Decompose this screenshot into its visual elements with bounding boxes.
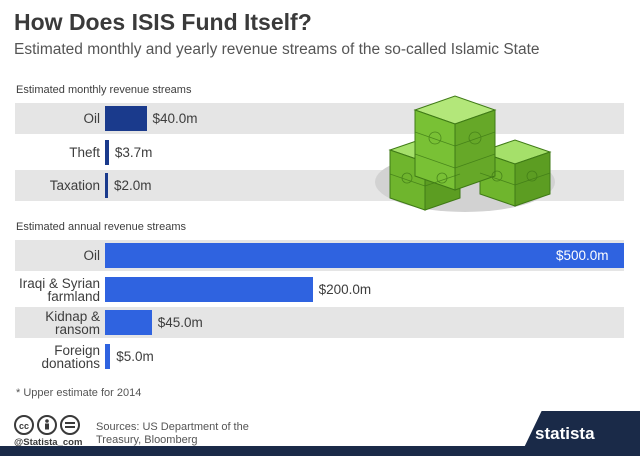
money-stack-icon	[375, 95, 555, 212]
category-label: Taxation	[49, 178, 100, 193]
bar	[105, 243, 624, 268]
bar	[105, 277, 313, 302]
value-label: $500.0m	[556, 248, 609, 263]
bar	[105, 344, 111, 369]
category-label: Oil	[83, 248, 101, 263]
category-label: Iraqi & Syrian farmland	[18, 275, 100, 304]
category-label: Theft	[69, 145, 100, 160]
category-label: Foreign donations	[41, 342, 100, 371]
bar	[105, 173, 108, 198]
value-label: $3.7m	[114, 145, 153, 160]
footer-bar	[0, 446, 640, 456]
bar	[105, 140, 109, 165]
value-label: $2.0m	[114, 178, 152, 193]
chart-title: How Does ISIS Fund Itself?	[14, 9, 312, 35]
sources-text: Sources: US Department of the Treasury, …	[96, 421, 249, 446]
license-icons: cc	[14, 415, 89, 440]
monthly-section-label: Estimated monthly revenue streams	[16, 84, 192, 96]
annual-section-label: Estimated annual revenue streams	[16, 221, 186, 233]
statista-credit[interactable]: @Statista_com	[14, 437, 83, 448]
attribution-icon	[37, 415, 57, 435]
bar	[105, 310, 152, 335]
statista-brand[interactable]: statista	[535, 424, 595, 443]
equals-icon	[60, 415, 80, 435]
value-label: $45.0m	[157, 315, 203, 330]
category-label: Kidnap & ransom	[45, 308, 100, 337]
value-label: $40.0m	[152, 111, 198, 126]
value-label: $5.0m	[116, 349, 154, 364]
chart-subtitle: Estimated monthly and yearly revenue str…	[14, 41, 540, 58]
bar	[105, 106, 147, 131]
footnote: * Upper estimate for 2014	[16, 387, 142, 399]
category-label: Oil	[83, 111, 101, 126]
value-label: $200.0m	[318, 282, 372, 297]
svg-text:cc: cc	[19, 421, 29, 431]
creative-commons-icon: cc	[14, 415, 34, 435]
